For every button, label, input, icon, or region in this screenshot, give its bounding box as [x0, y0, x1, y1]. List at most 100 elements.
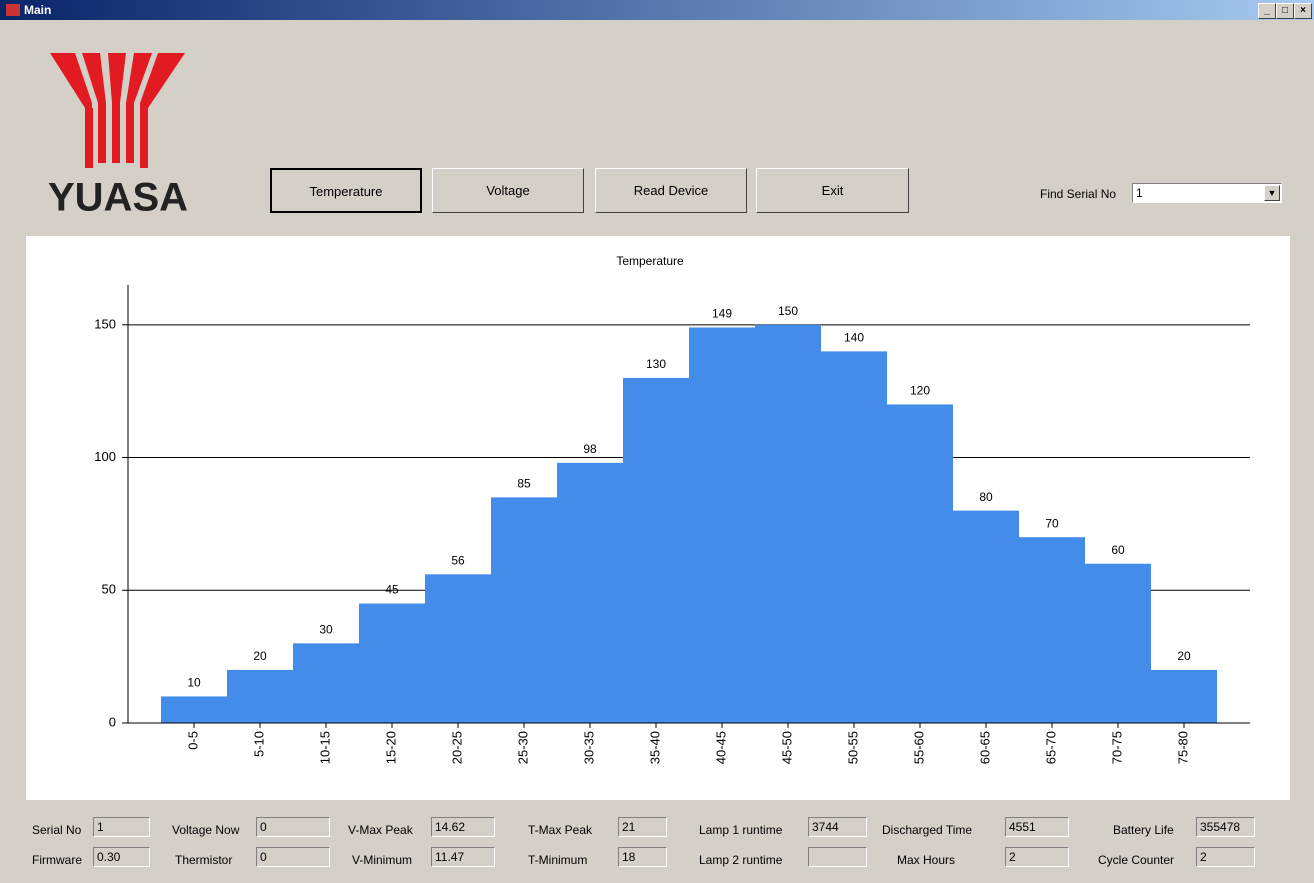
field-box: 4551: [1005, 817, 1069, 837]
bar: [1085, 563, 1151, 723]
button[interactable]: Read Device: [595, 168, 747, 213]
bar: [359, 603, 425, 723]
value-label: 130: [646, 357, 666, 371]
field-box: 0.30: [93, 847, 150, 867]
value-label: 85: [517, 477, 531, 491]
field-value: 355478: [1200, 820, 1241, 834]
value-label: 20: [1177, 649, 1191, 663]
bar: [623, 377, 689, 723]
field-value: 4551: [1009, 820, 1036, 834]
field-box: 18: [618, 847, 667, 867]
field-value: 18: [622, 850, 636, 864]
field-label: T-Minimum: [528, 853, 588, 867]
x-tick-label: 55-60: [911, 731, 926, 764]
app-icon: [6, 4, 20, 16]
y-tick-label: 100: [94, 449, 116, 464]
title-bar: Main _ □ ×: [0, 0, 1314, 20]
x-tick-label: 25-30: [515, 731, 530, 764]
field-label: Lamp 2 runtime: [699, 853, 783, 867]
field-label: Max Hours: [897, 853, 956, 867]
field-label: V-Minimum: [352, 853, 413, 867]
field-box: [808, 847, 867, 867]
bar: [161, 696, 227, 723]
value-label: 10: [187, 676, 201, 690]
field-box: 355478: [1196, 817, 1255, 837]
x-tick-label: 50-55: [845, 731, 860, 764]
field-box: 2: [1196, 847, 1255, 867]
bar: [557, 462, 623, 723]
field-box: 3744: [808, 817, 867, 837]
field-label: Cycle Counter: [1098, 853, 1175, 867]
window-title: Main: [24, 3, 52, 17]
field-label: Thermistor: [175, 853, 233, 867]
field-value: 0.30: [97, 850, 121, 864]
value-label: 20: [253, 649, 267, 663]
x-tick-label: 75-80: [1175, 731, 1190, 764]
x-tick-label: 35-40: [647, 731, 662, 764]
bar: [689, 327, 755, 723]
field-label: Serial No: [32, 823, 82, 837]
value-label: 150: [778, 304, 798, 318]
field-value: 2: [1200, 850, 1207, 864]
value-label: 45: [385, 583, 399, 597]
button[interactable]: Exit: [756, 168, 909, 213]
y-tick-label: 50: [102, 582, 116, 597]
field-box: 1: [93, 817, 150, 837]
y-tick-label: 150: [94, 316, 116, 331]
bar: [755, 324, 821, 723]
value-label: 98: [583, 442, 597, 456]
bar: [425, 574, 491, 723]
value-label: 70: [1045, 516, 1059, 530]
field-box: 21: [618, 817, 667, 837]
field-label: Voltage Now: [172, 823, 240, 837]
x-tick-label: 30-35: [581, 731, 596, 764]
field-value: 11.47: [435, 850, 465, 864]
chart-panel: Temperature 0 50 100 150 10 0-5 20 5-10 30 10-15 4…: [26, 236, 1290, 800]
bar: [293, 643, 359, 723]
field-box: 11.47: [431, 847, 495, 867]
field-label: T-Max Peak: [528, 823, 593, 837]
x-tick-label: 45-50: [779, 731, 794, 764]
field-label: Battery Life: [1113, 823, 1174, 837]
value-label: 140: [844, 331, 864, 345]
bar: [953, 510, 1019, 723]
x-tick-label: 5-10: [251, 731, 266, 757]
field-box: 14.62: [431, 817, 495, 837]
value-label: 30: [319, 623, 333, 637]
button[interactable]: Temperature: [270, 168, 422, 213]
x-tick-label: 20-25: [449, 731, 464, 764]
value-label: 120: [910, 384, 930, 398]
field-value: 2: [1009, 850, 1016, 864]
bar: [821, 351, 887, 723]
field-label: Firmware: [32, 853, 82, 867]
chart-title: Temperature: [616, 254, 684, 268]
field-box: 0: [256, 847, 330, 867]
value-label: 149: [712, 307, 732, 321]
x-tick-label: 0-5: [185, 731, 200, 750]
field-box: 2: [1005, 847, 1069, 867]
logo-text: YUASA: [48, 176, 188, 218]
bar: [887, 404, 953, 723]
field-value: 14.62: [435, 820, 466, 834]
minimize-button[interactable]: _: [1258, 3, 1276, 19]
field-label: V-Max Peak: [348, 823, 413, 837]
close-button[interactable]: ×: [1294, 3, 1312, 19]
dropdown-arrow[interactable]: ▼: [1264, 185, 1280, 201]
logo: YUASA: [48, 53, 188, 218]
serial-combo[interactable]: 1 ▼: [1132, 183, 1282, 203]
field-value: 1: [97, 820, 104, 834]
value-label: 56: [451, 554, 465, 568]
maximize-button[interactable]: □: [1276, 3, 1294, 19]
field-value: 0: [260, 820, 267, 834]
button[interactable]: Voltage: [432, 168, 584, 213]
bar: [491, 497, 557, 723]
x-tick-label: 10-15: [317, 731, 332, 764]
field-value: 21: [622, 820, 636, 834]
x-tick-label: 65-70: [1043, 731, 1058, 764]
field-label: Discharged Time: [882, 823, 973, 837]
chart: Temperature 0 50 100 150 10 0-5 20 5-10 30 10-15 4…: [94, 254, 1250, 764]
bar: [1019, 537, 1085, 723]
x-tick-label: 70-75: [1109, 731, 1124, 764]
field-value: 0: [260, 850, 267, 864]
